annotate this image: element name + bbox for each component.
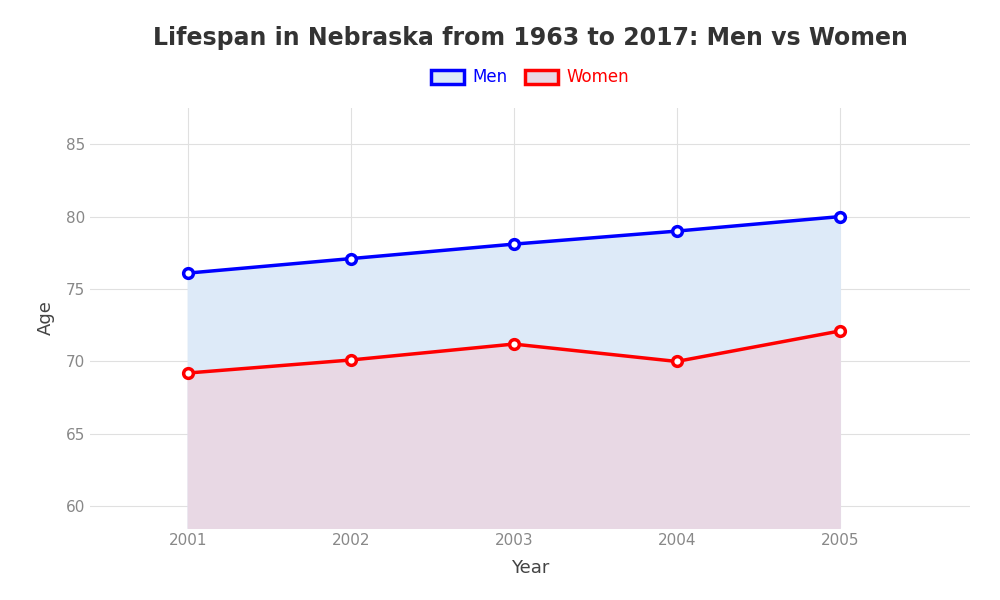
Y-axis label: Age: Age [37, 301, 55, 335]
Title: Lifespan in Nebraska from 1963 to 2017: Men vs Women: Lifespan in Nebraska from 1963 to 2017: … [153, 26, 907, 50]
X-axis label: Year: Year [511, 559, 549, 577]
Legend: Men, Women: Men, Women [424, 62, 636, 93]
